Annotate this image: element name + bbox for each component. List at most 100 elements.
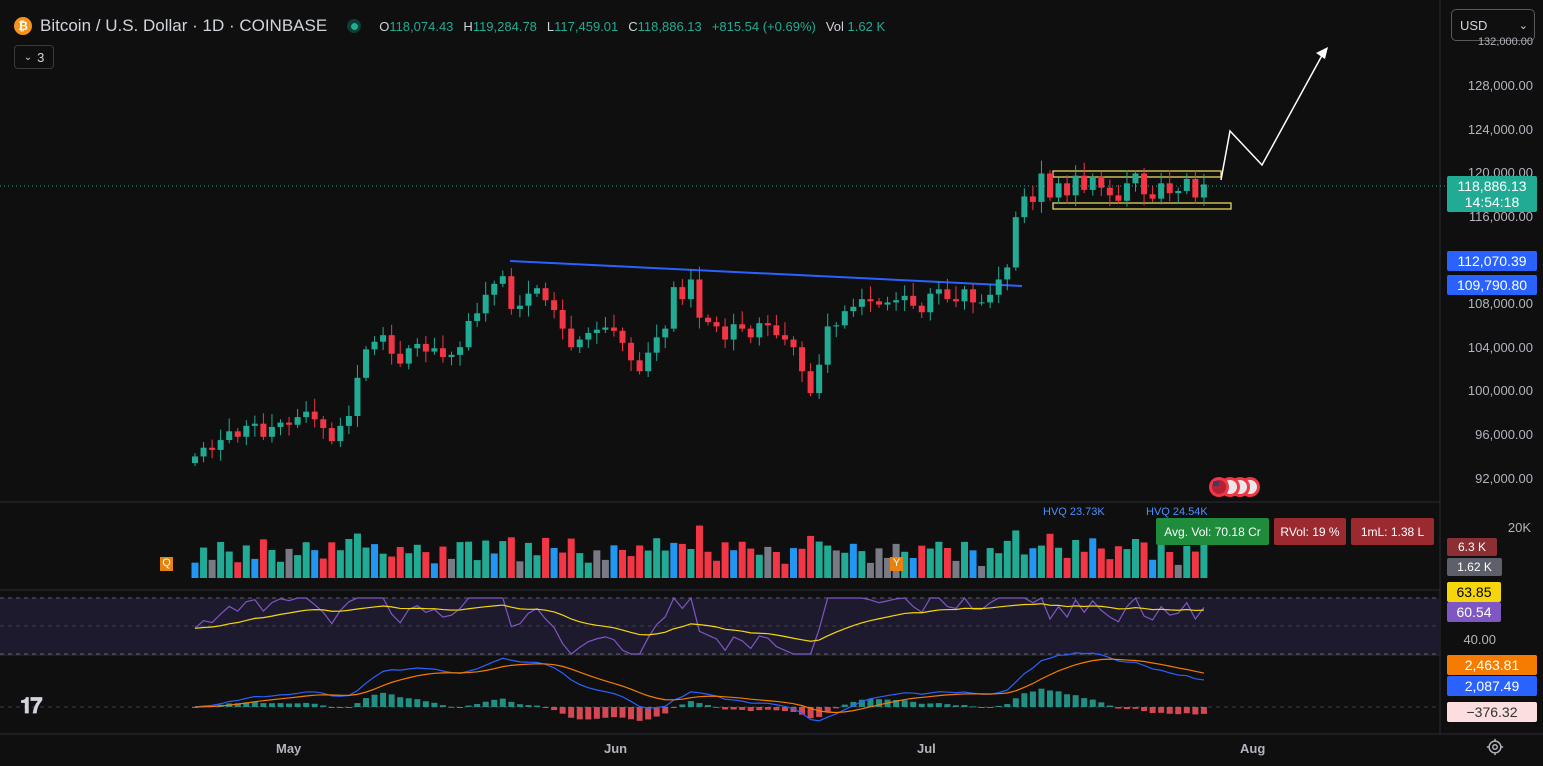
volume-bar xyxy=(1157,540,1165,578)
macd-histogram-bar xyxy=(439,705,446,707)
volume-bar xyxy=(601,559,609,578)
macd-histogram-bar xyxy=(576,707,583,720)
volume-bar xyxy=(1191,551,1199,578)
macd-histogram-bar xyxy=(696,703,703,707)
candle xyxy=(286,416,293,436)
macd-histogram-bar xyxy=(534,705,540,707)
candle xyxy=(781,322,788,346)
gear-icon[interactable] xyxy=(1486,738,1504,756)
candle xyxy=(499,270,506,288)
volume-bar xyxy=(550,548,558,578)
macd-histogram-bar xyxy=(465,705,472,707)
macd-histogram-bar xyxy=(944,704,951,707)
macd-histogram-bar xyxy=(987,707,994,708)
macd-histogram-bar xyxy=(1055,691,1062,707)
candle xyxy=(1089,173,1096,196)
trendline[interactable] xyxy=(509,260,1023,287)
candle xyxy=(1192,170,1199,204)
macd-histogram-bar xyxy=(670,707,677,708)
macd-histogram-bar xyxy=(1004,704,1011,707)
candle xyxy=(910,282,917,309)
macd-histogram-bar xyxy=(320,705,327,707)
macd-histogram-bar xyxy=(1115,707,1122,709)
macd-histogram-bar xyxy=(499,698,506,707)
candle xyxy=(311,398,318,428)
us-flag-event-icon[interactable] xyxy=(1209,477,1260,497)
candle xyxy=(876,298,882,308)
candle xyxy=(1029,185,1036,211)
volume-bar xyxy=(661,550,669,578)
low-key: L xyxy=(546,18,555,34)
volume-bar xyxy=(533,555,541,578)
macd-histogram-bar xyxy=(730,707,737,710)
quarter-marker[interactable]: Q xyxy=(160,557,173,571)
close-value: 118,886.13 xyxy=(637,18,702,34)
candle xyxy=(1055,177,1062,204)
volume-bar xyxy=(918,545,926,578)
candle xyxy=(1175,187,1182,204)
candle xyxy=(1158,172,1165,205)
volume-axis-label: 20K xyxy=(1507,520,1531,535)
symbol-header[interactable]: ₿ Bitcoin / U.S. Dollar · 1D · COINBASE … xyxy=(14,14,885,38)
volume-bar xyxy=(465,541,473,578)
macd-histogram-bar xyxy=(1021,693,1028,707)
macd-histogram-bar xyxy=(645,707,652,720)
bitcoin-icon: ₿ xyxy=(14,17,32,35)
macd-histogram-bar xyxy=(568,707,575,718)
support-box[interactable] xyxy=(1052,202,1232,210)
volume-bar xyxy=(524,542,532,578)
volume-bar xyxy=(277,561,284,578)
candle xyxy=(756,317,763,346)
candle xyxy=(260,413,267,441)
volume-bar xyxy=(678,543,686,578)
ohlc-readout: O118,074.43 H119,284.78 L117,459.01 C118… xyxy=(379,19,885,34)
candle xyxy=(773,314,780,339)
projection-path[interactable] xyxy=(1220,49,1326,181)
candle xyxy=(730,313,737,351)
currency-select[interactable]: USD ⌄ xyxy=(1451,9,1535,41)
volume-bar xyxy=(721,542,729,578)
macd-histogram-bar xyxy=(850,701,857,707)
macd-histogram-bar xyxy=(961,705,968,707)
candle xyxy=(465,312,472,351)
indicator-legend-toggle[interactable]: ⌄ 3 xyxy=(14,45,54,69)
candle xyxy=(345,405,352,435)
candle xyxy=(662,325,669,349)
volume-bar xyxy=(1200,540,1208,578)
volume-bar xyxy=(456,542,464,578)
volume-bar xyxy=(1166,552,1174,578)
macd-histogram-bar xyxy=(525,705,532,707)
last-price-tag: 118,886.13 14:54:18 xyxy=(1447,176,1537,212)
volume-bar xyxy=(713,560,721,578)
candle xyxy=(551,292,558,319)
candle xyxy=(739,311,746,332)
candle xyxy=(833,322,840,338)
macd-histogram-bar xyxy=(1081,698,1088,707)
year-marker[interactable]: Y xyxy=(890,557,903,571)
volume-bar xyxy=(251,558,259,578)
volume-bar xyxy=(824,545,832,578)
volume-bar xyxy=(353,533,361,578)
symbol-title[interactable]: Bitcoin / U.S. Dollar · 1D · COINBASE xyxy=(40,16,328,35)
volume-bar xyxy=(636,545,644,578)
macd-histogram-bar xyxy=(585,707,592,720)
candle xyxy=(841,305,848,329)
macd-histogram-bar xyxy=(910,701,917,707)
macd-histogram-bar xyxy=(679,704,686,707)
candle xyxy=(1081,162,1088,194)
volume-bar xyxy=(952,560,960,578)
volume-bar xyxy=(866,562,874,578)
macd-histogram-bar xyxy=(508,701,515,707)
tradingview-logo[interactable]: 𝟏𝟕 xyxy=(20,693,43,718)
price-axis-label: 104,000.00 xyxy=(1467,340,1533,355)
candle xyxy=(893,292,900,311)
volume-bar xyxy=(1123,549,1131,578)
candle xyxy=(799,341,806,383)
macd-histogram-bar xyxy=(371,694,378,707)
candle xyxy=(320,416,327,439)
volume-bar xyxy=(559,552,567,578)
candle xyxy=(354,364,361,427)
macd-histogram-bar xyxy=(602,707,609,718)
candle xyxy=(944,278,951,303)
